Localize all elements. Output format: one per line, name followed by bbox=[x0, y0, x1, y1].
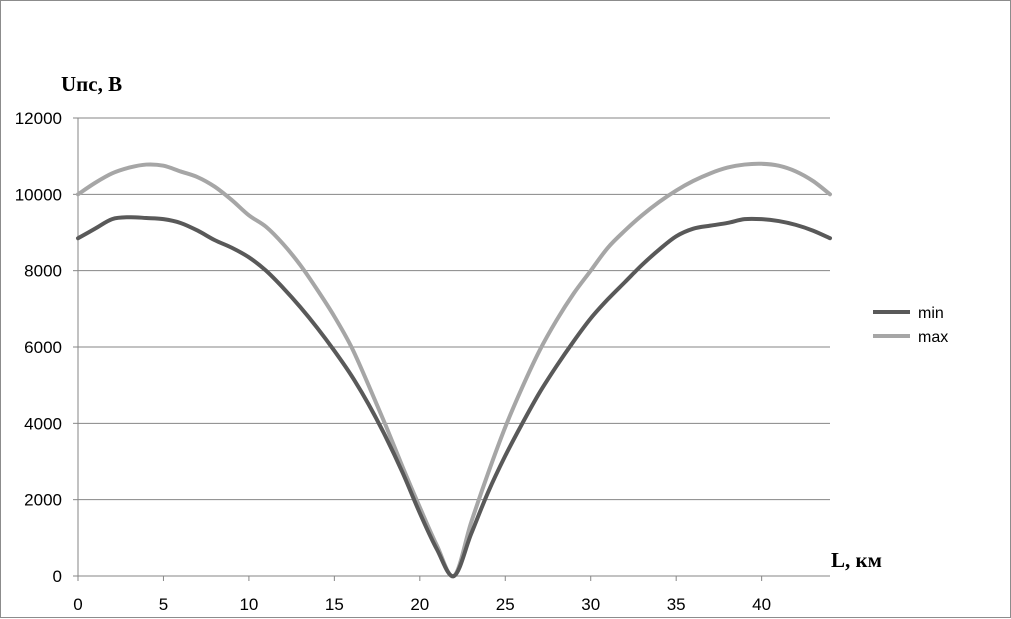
legend-label-max: max bbox=[918, 329, 948, 346]
y-tick-label: 0 bbox=[53, 567, 62, 586]
y-tick-label: 4000 bbox=[24, 414, 62, 433]
x-tick-label: 35 bbox=[667, 595, 686, 614]
x-tick-label: 5 bbox=[159, 595, 168, 614]
series-line-min bbox=[76, 215, 832, 579]
x-tick-label: 20 bbox=[410, 595, 429, 614]
y-tick-label: 12000 bbox=[15, 109, 62, 128]
series-lines bbox=[76, 161, 832, 579]
y-tick-label: 2000 bbox=[24, 491, 62, 510]
legend: min max bbox=[873, 305, 948, 346]
x-tick-label: 25 bbox=[496, 595, 515, 614]
y-tick-labels: 0 2000 4000 6000 8000 10000 12000 bbox=[15, 109, 62, 586]
y-tick-label: 6000 bbox=[24, 338, 62, 357]
x-tick-label: 40 bbox=[752, 595, 771, 614]
y-tick-label: 8000 bbox=[24, 262, 62, 281]
x-tick-label: 0 bbox=[73, 595, 82, 614]
y-tick-label: 10000 bbox=[15, 185, 62, 204]
x-tick-labels: 0 5 10 15 20 25 30 35 40 bbox=[73, 595, 771, 614]
x-tick-label: 15 bbox=[325, 595, 344, 614]
x-tick-label: 30 bbox=[581, 595, 600, 614]
x-axis-title: L, км bbox=[831, 548, 882, 572]
legend-label-min: min bbox=[918, 305, 944, 322]
axes bbox=[73, 117, 830, 581]
x-tick-label: 10 bbox=[239, 595, 258, 614]
y-axis-title: Uпс, В bbox=[61, 72, 122, 96]
gridlines bbox=[78, 117, 830, 501]
